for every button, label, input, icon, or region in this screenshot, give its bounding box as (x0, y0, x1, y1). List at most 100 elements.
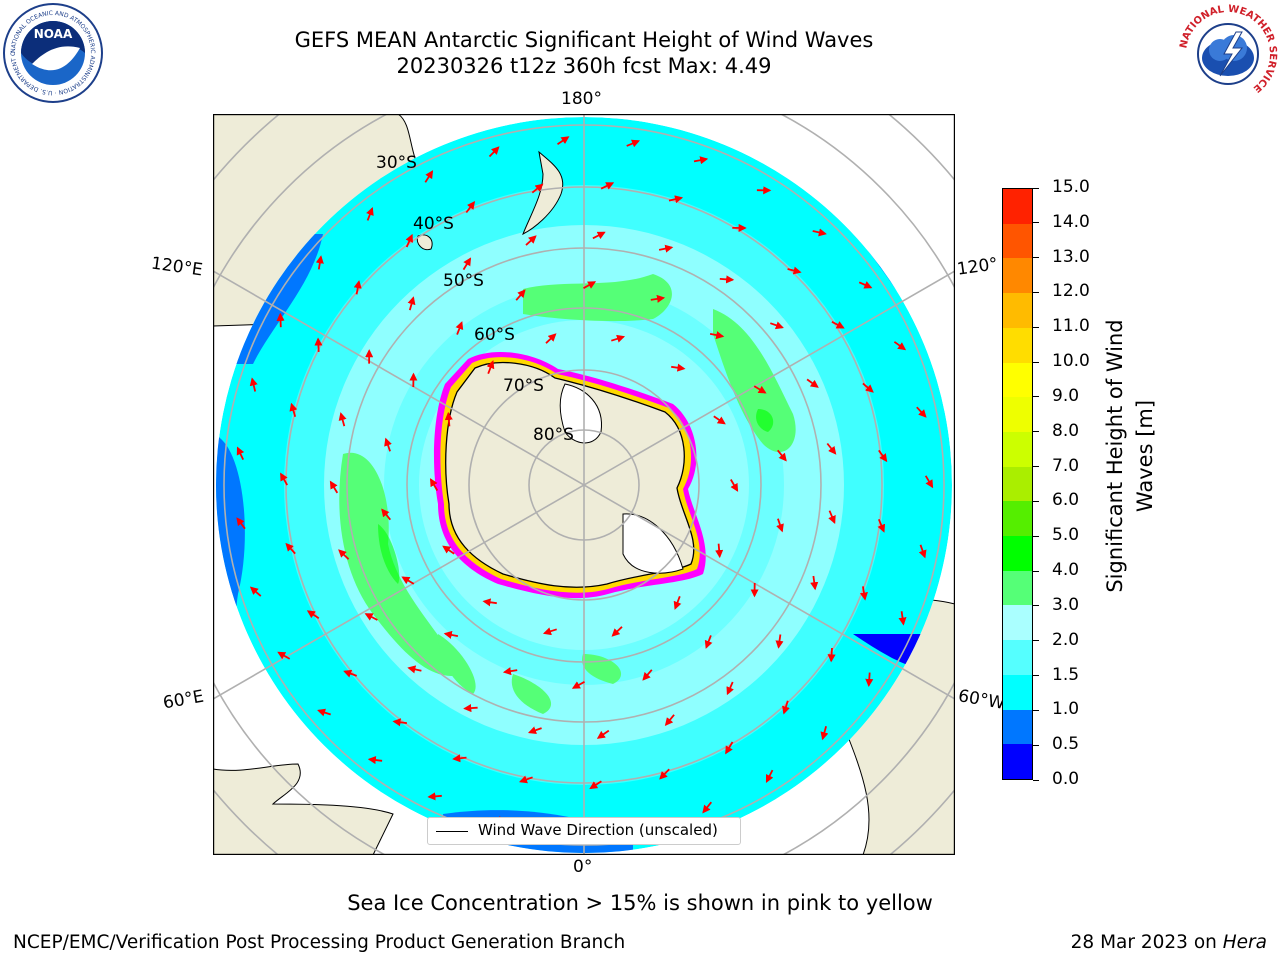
colorbar-tick-label: 7.0 (1052, 455, 1080, 476)
legend-label: Wind Wave Direction (unscaled) (478, 821, 718, 839)
colorbar-segment (1003, 258, 1032, 294)
colorbar-tick-label: 1.0 (1052, 699, 1080, 720)
wind-wave-arrow (276, 312, 285, 328)
map-legend: Wind Wave Direction (unscaled) (427, 817, 741, 845)
colorbar-tick-label: 1.5 (1052, 664, 1080, 685)
wind-wave-arrow (315, 255, 324, 270)
colorbar-segment (1003, 605, 1032, 641)
wind-wave-arrow (709, 331, 725, 340)
wind-wave-arrow (289, 402, 298, 417)
wind-wave-arrow (782, 700, 790, 715)
wind-wave-arrow (518, 775, 533, 784)
lon-label-120e: 120°E (149, 253, 204, 281)
lat-label-30s: 30°S (376, 153, 417, 173)
wind-wave-arrow (918, 544, 927, 559)
colorbar-tick-label: 6.0 (1052, 490, 1080, 511)
wind-wave-arrow (571, 681, 585, 689)
wind-wave-arrow (462, 257, 472, 271)
wind-wave-arrow (916, 406, 927, 418)
colorbar-tick-mark (1033, 222, 1039, 224)
wind-wave-arrow (859, 586, 868, 601)
wind-wave-arrow (812, 228, 827, 237)
colorbar-tick-mark (1033, 466, 1039, 468)
colorbar-tick-mark (1033, 709, 1039, 711)
lon-label-120w: 120° (955, 254, 1000, 280)
wind-wave-arrow (878, 449, 888, 463)
colorbar-segment (1003, 674, 1032, 710)
colorbar-tick-label: 10.0 (1052, 351, 1090, 372)
wind-wave-arrow (725, 741, 734, 755)
colorbar-tick-mark (1033, 291, 1039, 293)
wind-wave-arrow (329, 480, 339, 494)
wind-wave-arrow (893, 341, 907, 351)
wind-wave-arrow (693, 156, 709, 165)
polar-map (212, 113, 956, 856)
wind-wave-arrow (317, 708, 331, 717)
wind-wave-arrow (502, 667, 518, 676)
wind-wave-arrow (668, 195, 684, 204)
wind-wave-arrow (753, 385, 767, 394)
colorbar-tick-mark (1033, 396, 1039, 398)
wind-wave-arrow (384, 437, 392, 452)
wind-wave-arrow (285, 542, 296, 555)
wind-wave-arrow (401, 576, 415, 585)
map-panel: Wind Wave Direction (unscaled) (212, 113, 956, 856)
colorbar-segment (1003, 744, 1032, 779)
wind-wave-arrow (525, 235, 537, 246)
wind-wave-arrow (236, 446, 245, 460)
wind-wave-arrow (407, 296, 416, 311)
wind-wave-arrow (465, 201, 476, 214)
lat-label-40s: 40°S (413, 214, 454, 234)
colorbar-tick-mark (1033, 570, 1039, 572)
lon-label-180: 180° (561, 89, 602, 109)
wind-wave-arrow (596, 729, 610, 739)
lat-label-80s: 80°S (533, 425, 574, 445)
wind-wave-arrow (862, 382, 874, 393)
lon-label-0: 0° (573, 857, 593, 877)
graticule (213, 114, 955, 855)
colorbar-tick-label: 15.0 (1052, 177, 1090, 197)
wind-wave-arrow (642, 669, 653, 681)
colorbar-tick-mark (1033, 187, 1039, 189)
wind-wave-arrow (713, 415, 726, 425)
wind-wave-arrow (787, 266, 802, 275)
wind-wave-arrow (531, 183, 544, 194)
wind-wave-arrow (765, 769, 774, 783)
wind-wave-arrow (442, 545, 455, 555)
colorbar-tick-label: 3.0 (1052, 594, 1080, 615)
colorbar-tick-label: 11.0 (1052, 316, 1090, 337)
colorbar-tick-mark (1033, 431, 1039, 433)
wind-wave-arrow (777, 449, 787, 462)
sea-ice-caption: Sea Ice Concentration > 15% is shown in … (347, 891, 933, 915)
wind-wave-arrow (583, 281, 597, 289)
wind-wave-arrow (769, 321, 784, 330)
colorbar-segment (1003, 327, 1032, 363)
colorbar-label: Significant Height of Wind Waves [m] (1103, 319, 1157, 593)
wind-wave-arrow (443, 630, 459, 639)
wind-wave-arrow (704, 635, 713, 649)
noaa-wordmark: NOAA (34, 27, 73, 41)
colorbar-segment (1003, 640, 1032, 675)
wind-wave-arrow (424, 170, 434, 183)
wind-wave-arrow (776, 518, 784, 533)
wind-wave-arrow (427, 792, 442, 801)
noaa-logo: NATIONAL OCEANIC AND ATMOSPHERIC ADMINIS… (0, 0, 104, 104)
colorbar-tick-mark (1033, 744, 1039, 746)
colorbar-tick-mark (1033, 605, 1039, 607)
colorbar-segment (1003, 709, 1032, 745)
colorbar-tick-label: 13.0 (1052, 246, 1090, 267)
wind-wave-arrow (592, 231, 606, 240)
colorbar-segment (1003, 189, 1032, 224)
wind-wave-arrow (810, 575, 819, 591)
wind-wave-arrow (806, 378, 819, 388)
lon-label-60e: 60°E (161, 686, 206, 714)
wind-wave-arrow (486, 360, 495, 375)
wind-wave-arrow (659, 768, 670, 780)
wind-wave-arrow (831, 321, 845, 329)
wind-wave-arrow (429, 478, 439, 491)
wind-wave-arrow (828, 510, 836, 524)
wind-wave-arrow (482, 598, 497, 607)
colorbar-tick-label: 5.0 (1052, 525, 1080, 546)
colorbar-tick-label: 8.0 (1052, 420, 1080, 441)
wind-wave-arrow (367, 756, 383, 765)
